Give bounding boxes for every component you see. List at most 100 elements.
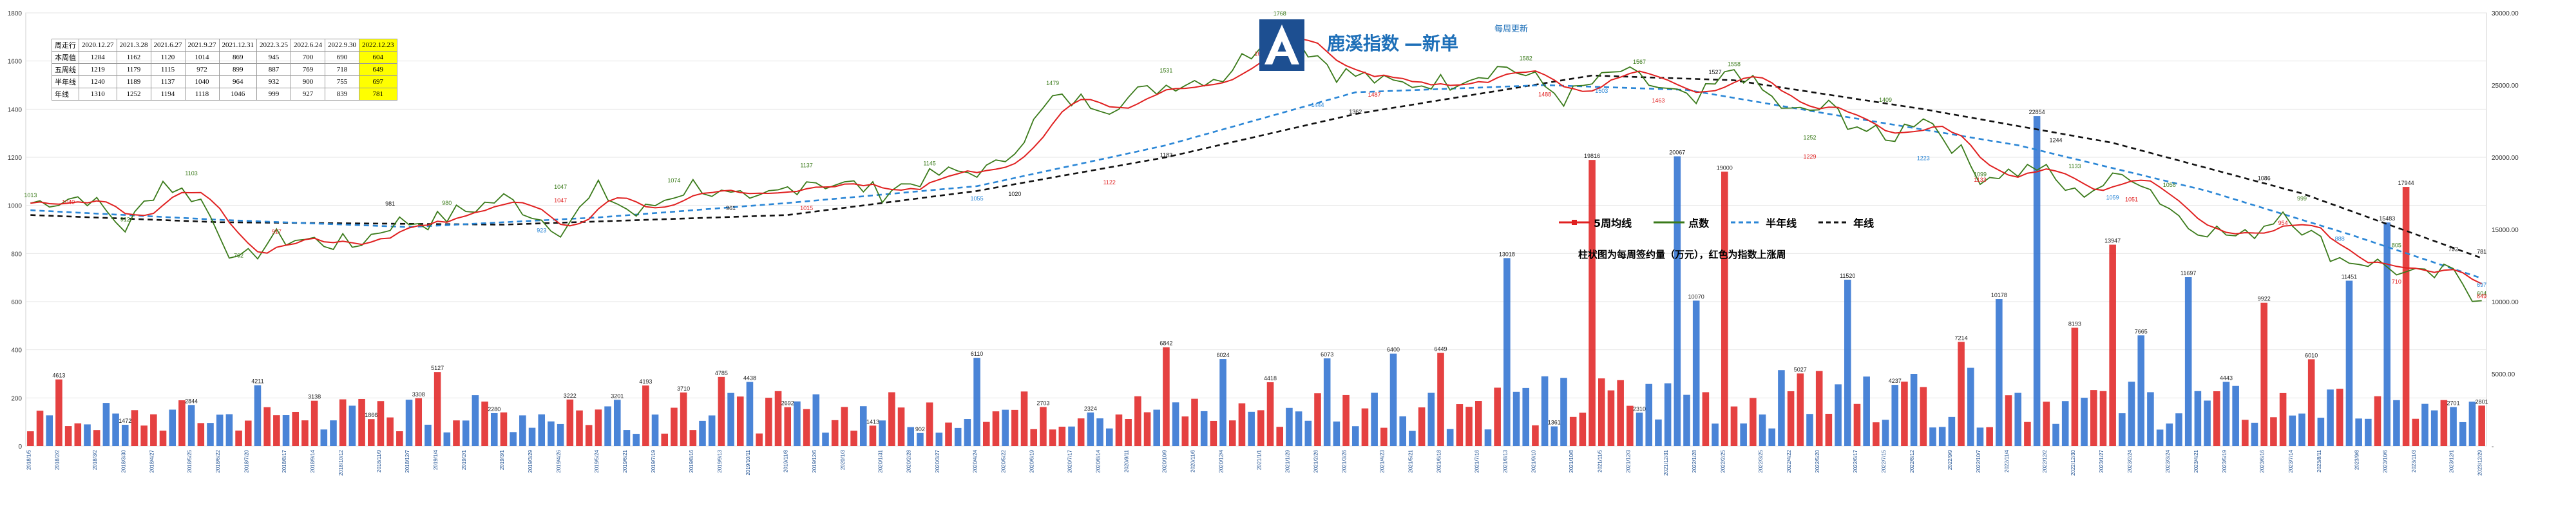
volume-bar bbox=[1768, 428, 1776, 446]
volume-bar bbox=[2081, 398, 2088, 446]
legend-label: 半年线 bbox=[1766, 217, 1797, 229]
series-value-label: 912 bbox=[120, 217, 130, 223]
volume-bar bbox=[2440, 400, 2448, 446]
volume-bar bbox=[1664, 383, 1672, 446]
volume-bar bbox=[1503, 258, 1511, 446]
series-value-label: 1409 bbox=[1879, 97, 1892, 103]
x-tick-label: 2018/5/25 bbox=[187, 449, 193, 472]
x-tick-label: 2019/5/24 bbox=[594, 449, 600, 472]
legend-label: 点数 bbox=[1688, 217, 1710, 229]
bar-value-label: 13018 bbox=[1499, 251, 1515, 257]
volume-bar bbox=[377, 401, 385, 446]
bar-value-label: 3201 bbox=[611, 393, 624, 399]
volume-bar bbox=[2365, 418, 2372, 446]
volume-bar bbox=[1011, 409, 1018, 446]
bar-value-label: 4211 bbox=[251, 378, 263, 385]
volume-bar bbox=[1248, 411, 1255, 446]
x-tick-label: 2021/12/3 bbox=[1625, 449, 1631, 472]
x-tick-label: 2020/10/9 bbox=[1161, 449, 1167, 472]
x-tick-label: 2019/6/21 bbox=[622, 449, 628, 472]
volume-bar bbox=[2071, 327, 2079, 446]
volume-bar bbox=[2450, 407, 2457, 446]
volume-bar bbox=[2251, 422, 2258, 446]
bar-value-label: 19000 bbox=[1717, 164, 1733, 171]
volume-bar bbox=[926, 402, 933, 446]
table-header-row: 周走行 2020.12.27 2021.3.28 2021.6.27 2021.9.27… bbox=[52, 39, 397, 52]
volume-bar bbox=[1740, 423, 1747, 446]
table-header-cell: 2022.3.25 bbox=[256, 39, 291, 52]
volume-bar bbox=[1512, 391, 1520, 446]
table-row-label: 半年线 bbox=[52, 75, 79, 88]
volume-bar bbox=[1750, 398, 1757, 446]
series-value-label: 1252 bbox=[1803, 135, 1816, 141]
volume-bar bbox=[1636, 413, 1643, 446]
table-row: 年线 1310 1252 1194 1118 1046 999 927 839 781 bbox=[52, 88, 397, 101]
volume-bar bbox=[1655, 419, 1662, 446]
bar-value-label: 22854 bbox=[2029, 109, 2045, 115]
volume-bar bbox=[794, 401, 801, 446]
y-left-tick-label: 600 bbox=[11, 299, 22, 306]
volume-bar bbox=[2033, 116, 2041, 446]
volume-bar bbox=[1873, 422, 1880, 446]
table-cell: 1240 bbox=[79, 75, 117, 88]
volume-bar bbox=[1371, 393, 1378, 446]
series-value-label: 1223 bbox=[1917, 155, 1930, 161]
table-cell: 1014 bbox=[184, 51, 220, 64]
volume-bar bbox=[2119, 413, 2126, 446]
volume-bar bbox=[187, 405, 195, 446]
bar-value-label: 11520 bbox=[1840, 273, 1855, 279]
volume-bar bbox=[708, 415, 716, 446]
volume-bar bbox=[585, 425, 593, 446]
volume-bar bbox=[386, 417, 394, 446]
bar-value-label: 2280 bbox=[488, 406, 501, 413]
volume-bar bbox=[131, 410, 138, 446]
volume-bar bbox=[1920, 387, 1927, 446]
volume-bar bbox=[1314, 393, 1321, 446]
volume-bar bbox=[405, 400, 413, 446]
legend-swatch bbox=[1818, 221, 1850, 224]
series-value-label: 1122 bbox=[1103, 179, 1116, 186]
volume-bar bbox=[1096, 418, 1103, 446]
volume-bar bbox=[2090, 390, 2097, 446]
volume-bar bbox=[490, 413, 498, 446]
bar-value-label: 2692 bbox=[781, 400, 794, 407]
volume-bar bbox=[1115, 414, 1123, 446]
x-tick-label: 2022/7/15 bbox=[1881, 449, 1887, 472]
x-tick-label: 2019/3/29 bbox=[528, 449, 533, 472]
bar-value-label: 5027 bbox=[1794, 366, 1807, 373]
table-cell: 887 bbox=[256, 63, 291, 76]
index-line bbox=[30, 21, 2482, 302]
series-value-label: 1558 bbox=[1728, 61, 1741, 67]
x-tick-label: 2019/2/1 bbox=[461, 449, 467, 470]
x-tick-label: 2023/12/1 bbox=[2449, 449, 2455, 472]
update-note: 每周更新 bbox=[1494, 24, 1529, 34]
x-tick-label: 2023/8/11 bbox=[2316, 449, 2322, 472]
x-tick-label: 2023/1/27 bbox=[2099, 449, 2104, 472]
table-cell: 1162 bbox=[116, 51, 151, 64]
volume-bar bbox=[2184, 277, 2192, 446]
volume-bar bbox=[140, 425, 148, 446]
volume-bar bbox=[651, 414, 659, 446]
x-tick-label: 2023/4/21 bbox=[2193, 449, 2199, 472]
volume-bar bbox=[2336, 389, 2343, 446]
summary-table: 周走行 2020.12.27 2021.3.28 2021.6.27 2021.9.27… bbox=[52, 39, 397, 101]
bar-value-label: 7214 bbox=[1955, 335, 1968, 341]
volume-bar bbox=[1607, 390, 1615, 446]
x-tick-label: 2021/12/31 bbox=[1663, 449, 1669, 476]
volume-bar bbox=[1409, 431, 1416, 446]
bar-value-label: 4785 bbox=[715, 370, 728, 376]
bar-value-label: 1866 bbox=[365, 412, 377, 418]
volume-bar bbox=[84, 424, 91, 446]
volume-bar bbox=[1910, 374, 1918, 446]
bar-value-label: 3308 bbox=[412, 391, 425, 398]
bar-value-label: 6110 bbox=[971, 351, 983, 357]
volume-bar bbox=[859, 406, 867, 446]
volume-bar bbox=[784, 407, 792, 446]
volume-bar bbox=[273, 415, 280, 446]
volume-bar bbox=[1617, 380, 1624, 446]
volume-bar bbox=[348, 405, 356, 446]
volume-bar bbox=[671, 407, 678, 446]
volume-bar bbox=[2014, 393, 2022, 446]
bar-value-label: 902 bbox=[915, 426, 925, 432]
volume-bar bbox=[472, 395, 479, 446]
